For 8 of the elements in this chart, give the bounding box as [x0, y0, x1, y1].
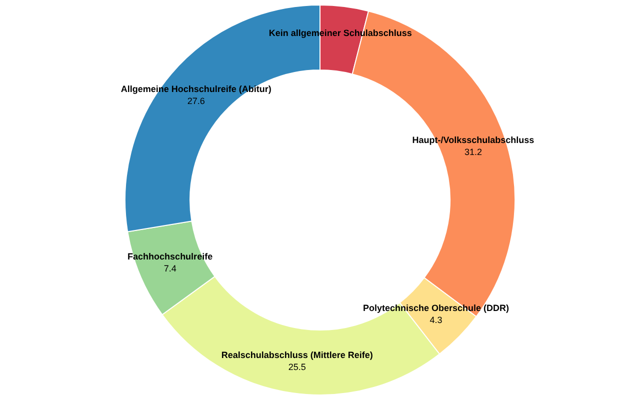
data-label: 7.4 — [164, 264, 176, 274]
data-label: 31.2 — [464, 146, 482, 157]
data-label: 27.6 — [187, 96, 205, 106]
slice-label: Polytechnische Oberschule (DDR) — [362, 302, 510, 313]
data-label: 25.5 — [288, 362, 306, 372]
slice-label: Realschulabschluss (Mittlere Reife) — [221, 350, 373, 360]
data-label: 4.3 — [430, 314, 442, 325]
slice-label: Fachhochschulreife — [128, 252, 213, 262]
